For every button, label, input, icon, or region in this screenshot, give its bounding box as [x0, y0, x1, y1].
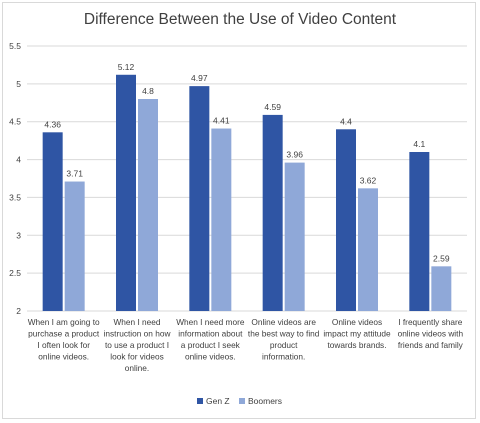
y-tick-label: 2	[16, 306, 21, 316]
bar	[431, 266, 452, 311]
category-label-line: online.	[125, 363, 149, 373]
category-label: When I need more information about a produ…	[176, 317, 245, 362]
category-label-line: to use a product I	[105, 340, 169, 350]
data-label: 4.97	[191, 73, 208, 83]
category-label-line: instruction on how	[104, 329, 172, 339]
legend: Gen Z Boomers	[197, 396, 282, 406]
bar	[138, 99, 158, 311]
bar	[262, 114, 283, 312]
bar	[284, 162, 305, 311]
category-label-line: towards brands.	[327, 340, 386, 350]
data-label: 3.62	[360, 175, 377, 185]
legend-swatch	[197, 398, 203, 404]
bar	[189, 86, 210, 311]
data-label: 4.59	[264, 102, 281, 112]
category-label: Online videos impact my attitude towards b…	[323, 317, 391, 350]
legend-swatch	[239, 398, 245, 404]
category-label-line: online videos.	[38, 352, 89, 362]
data-label: 4.41	[213, 116, 230, 126]
bars	[42, 74, 452, 312]
gridlines	[27, 45, 467, 312]
bar	[42, 132, 63, 311]
category-label-line: a product I seek	[181, 340, 241, 350]
bar	[211, 128, 232, 311]
x-axis-categories: When I am going to purchase a product I of…	[28, 317, 464, 373]
y-tick-label: 4.5	[9, 117, 21, 127]
category-label-line: product	[270, 340, 298, 350]
y-tick-label: 3.5	[9, 192, 21, 202]
data-label: 4.36	[44, 119, 61, 129]
category-label-line: information about	[178, 329, 243, 339]
y-tick-label: 2.5	[9, 268, 21, 278]
data-label: 2.59	[433, 253, 450, 263]
data-labels: 4.36 3.71 5.12 4.8 4.97 4.41 4.59 3.96 4.4 3.62 4.…	[44, 62, 449, 264]
category-label-line: information.	[262, 352, 305, 362]
category-label-line: online videos with	[398, 329, 464, 339]
data-label: 4.8	[142, 86, 154, 96]
category-label-line: the best way to find	[248, 329, 320, 339]
category-label-line: I frequently share	[398, 317, 462, 327]
category-label-line: Online videos are	[251, 317, 316, 327]
y-tick-label: 5	[16, 79, 21, 89]
category-label-line: look for videos	[110, 352, 164, 362]
chart-title: Difference Between the Use of Video Cont…	[84, 11, 397, 28]
bar	[64, 181, 85, 311]
category-label-line: When I am going to	[28, 317, 100, 327]
y-tick-label: 5.5	[9, 41, 21, 51]
y-axis: 2 2.5 3 3.5 4 4.5 5 5.5	[9, 41, 21, 316]
data-label: 5.12	[118, 62, 135, 72]
bar	[358, 188, 378, 311]
legend-label: Gen Z	[206, 396, 230, 406]
data-label: 3.96	[286, 150, 303, 160]
legend-label: Boomers	[248, 396, 282, 406]
category-label-line: I often look for	[37, 340, 90, 350]
y-tick-label: 3	[16, 230, 21, 240]
category-label-line: purchase a product	[28, 329, 100, 339]
category-label-line: friends and family	[398, 340, 464, 350]
bar	[409, 152, 430, 311]
category-label: I frequently share online videos with frie…	[398, 317, 464, 350]
category-label-line: Online videos	[332, 317, 382, 327]
bar	[116, 74, 136, 312]
data-label: 4.1	[413, 139, 425, 149]
category-label-line: When I need	[113, 317, 160, 327]
data-label: 4.4	[340, 116, 352, 126]
y-tick-label: 4	[16, 155, 21, 165]
category-label-line: impact my attitude	[323, 329, 391, 339]
data-label: 3.71	[66, 169, 83, 179]
category-label-line: When I need more	[176, 317, 245, 327]
category-label: When I am going to purchase a product I of…	[28, 317, 100, 362]
category-label: When I need instruction on how to use a pr…	[104, 317, 172, 373]
category-label-line: online videos.	[185, 352, 236, 362]
category-label: Online videos are the best way to find pro…	[248, 317, 320, 362]
bar	[336, 129, 356, 311]
